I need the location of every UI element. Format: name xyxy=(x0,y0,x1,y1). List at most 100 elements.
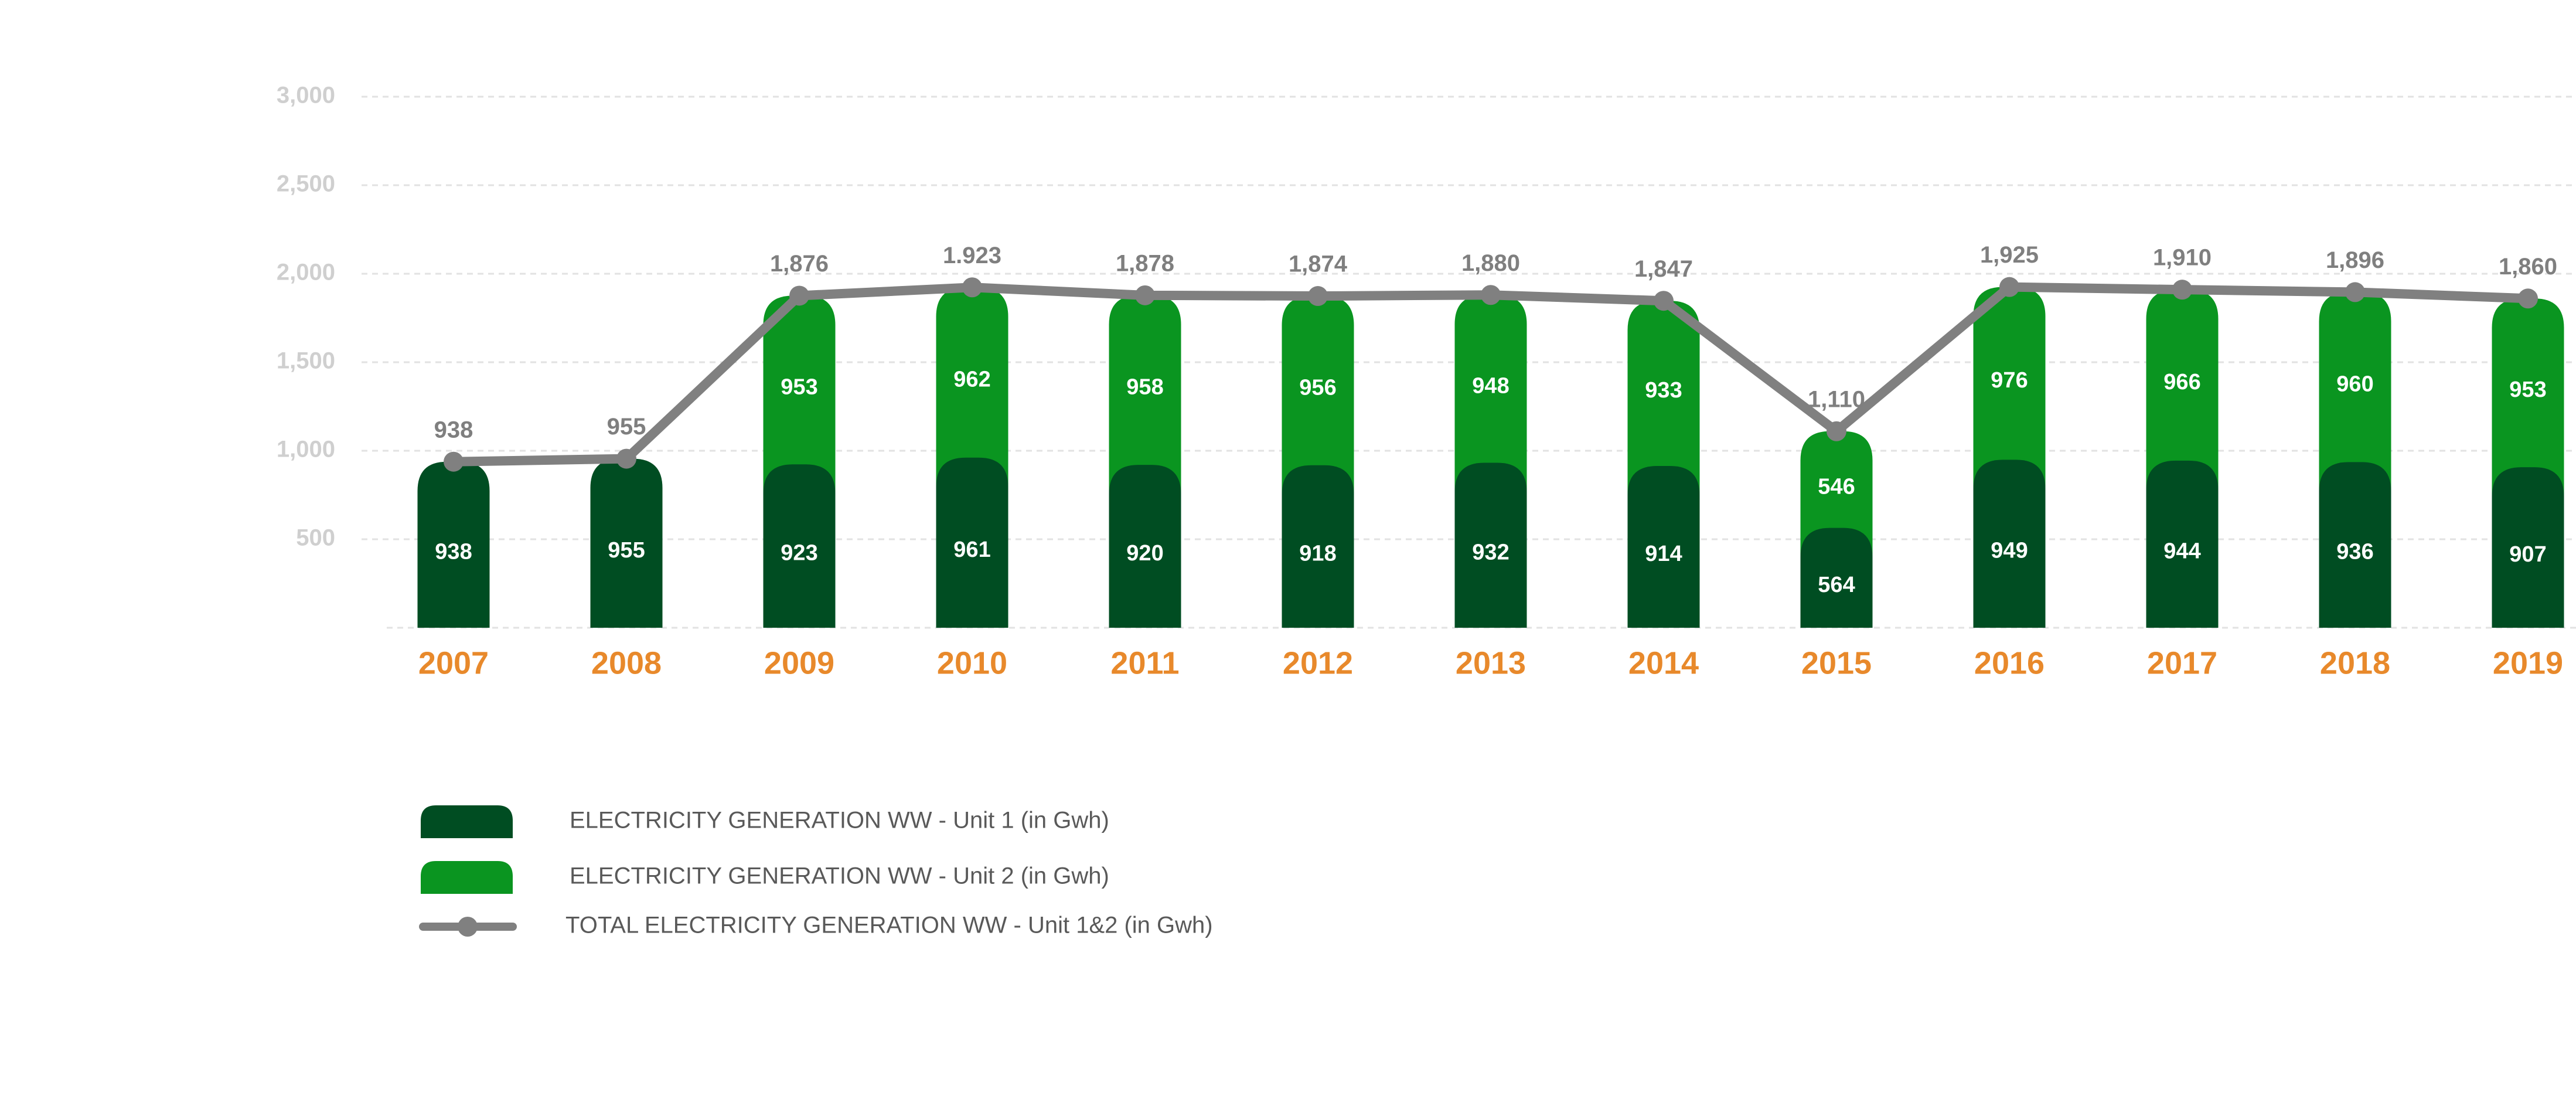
x-tick-label: 2010 xyxy=(937,645,1007,681)
bar-segment xyxy=(1454,462,1527,628)
total-label: 1,860 xyxy=(2499,254,2557,280)
y-tick-label: 2,500 xyxy=(277,171,335,197)
line-point xyxy=(789,285,809,306)
legend-label: ELECTRICITY GENERATION WW - Unit 2 (in G… xyxy=(570,863,1109,889)
bar-segment xyxy=(1800,528,1873,628)
x-tick-label: 2011 xyxy=(1110,645,1179,681)
y-tick-label: 500 xyxy=(296,525,335,551)
line-point xyxy=(2345,282,2365,302)
x-tick-label: 2008 xyxy=(591,645,662,681)
x-tick-label: 2018 xyxy=(2320,645,2390,681)
total-label: 1,847 xyxy=(1634,256,1693,282)
data-label: 966 xyxy=(2163,370,2200,394)
bar-segment xyxy=(1627,465,1700,628)
data-label: 907 xyxy=(2509,542,2546,567)
legend-swatch xyxy=(421,805,513,838)
line-point xyxy=(1999,277,2019,297)
y-tick-label: 2,000 xyxy=(277,260,335,285)
x-tick-label: 2007 xyxy=(418,645,489,681)
bar-segment xyxy=(763,295,836,494)
x-tick-label: 2012 xyxy=(1283,645,1353,681)
total-label: 1.923 xyxy=(943,243,1001,268)
bar-segment xyxy=(417,461,490,628)
legend-label: ELECTRICITY GENERATION WW - Unit 1 (in G… xyxy=(570,808,1109,833)
data-label: 948 xyxy=(1472,373,1509,398)
bar-segment xyxy=(763,464,836,628)
bar-segment xyxy=(1973,287,2046,489)
bar-segment xyxy=(2146,460,2219,628)
line-point xyxy=(1135,285,1155,305)
bar-segment xyxy=(1454,295,1527,492)
data-label: 960 xyxy=(2336,372,2373,396)
x-tick-label: 2009 xyxy=(764,645,834,681)
data-label: 914 xyxy=(1645,542,1682,566)
data-label: 955 xyxy=(608,538,645,563)
total-label: 1,878 xyxy=(1116,250,1174,276)
x-tick-label: 2019 xyxy=(2493,645,2563,681)
line-point xyxy=(962,277,982,298)
total-label: 938 xyxy=(434,417,473,443)
bar-segment xyxy=(1627,301,1700,495)
total-label: 1,874 xyxy=(1289,251,1348,277)
y-tick-label: 1,000 xyxy=(277,437,335,462)
bar-segment xyxy=(1800,431,1873,557)
bar-segment xyxy=(2492,467,2564,628)
line-point xyxy=(444,451,464,472)
legend-label: TOTAL ELECTRICITY GENERATION WW - Unit 1… xyxy=(565,913,1213,938)
bar-segment xyxy=(936,287,1008,487)
y-tick-label: 1,500 xyxy=(277,348,335,374)
x-tick-label: 2016 xyxy=(1974,645,2045,681)
bar-segment xyxy=(1282,465,1354,628)
total-label: 955 xyxy=(607,414,646,440)
bar-segment xyxy=(936,457,1008,628)
data-label: 949 xyxy=(1991,539,2028,563)
total-label: 1,925 xyxy=(1980,242,2039,268)
bar-segment xyxy=(2146,290,2219,490)
data-label: 956 xyxy=(1299,375,1336,400)
data-label: 953 xyxy=(2509,377,2546,402)
x-tick-label: 2013 xyxy=(1456,645,1526,681)
total-label: 1,110 xyxy=(1808,386,1865,412)
x-tick-label: 2014 xyxy=(1628,645,1699,681)
bar-segment xyxy=(1282,296,1354,495)
y-tick-label: 3,000 xyxy=(277,83,335,108)
data-label: 546 xyxy=(1818,474,1855,499)
data-label: 564 xyxy=(1818,573,1855,597)
data-label: 944 xyxy=(2163,539,2200,563)
data-label: 938 xyxy=(435,539,472,564)
data-label: 923 xyxy=(781,541,817,566)
line-point xyxy=(1481,285,1501,305)
data-label: 932 xyxy=(1472,540,1509,564)
line-point xyxy=(1654,291,1674,311)
total-label: 1,876 xyxy=(770,251,829,277)
bar-segment xyxy=(1973,460,2046,628)
bar-segment xyxy=(590,458,663,628)
line-point xyxy=(1308,286,1328,307)
bar-segment xyxy=(2319,292,2391,492)
data-label: 920 xyxy=(1126,541,1163,566)
x-tick-label: 2015 xyxy=(1801,645,1872,681)
line-point xyxy=(1827,421,1846,441)
data-label: 953 xyxy=(781,375,817,399)
bar-segment xyxy=(1109,465,1181,628)
line-point xyxy=(2518,288,2538,309)
legend-swatch xyxy=(421,861,513,894)
data-label: 933 xyxy=(1645,378,1682,403)
data-label: 962 xyxy=(953,368,990,392)
total-label: 1,896 xyxy=(2326,247,2384,273)
x-tick-label: 2017 xyxy=(2147,645,2217,681)
legend-swatch-point xyxy=(458,917,478,937)
bar-segment xyxy=(1109,295,1181,495)
data-label: 976 xyxy=(1991,368,2028,393)
line-point xyxy=(2172,280,2192,300)
line-point xyxy=(616,448,636,469)
data-label: 958 xyxy=(1126,375,1163,400)
bar-segment xyxy=(2319,462,2391,628)
data-label: 918 xyxy=(1299,541,1336,566)
data-label: 936 xyxy=(2336,540,2373,564)
data-label: 961 xyxy=(953,537,990,562)
total-label: 1,880 xyxy=(1461,250,1520,276)
total-label: 1,910 xyxy=(2153,245,2212,271)
